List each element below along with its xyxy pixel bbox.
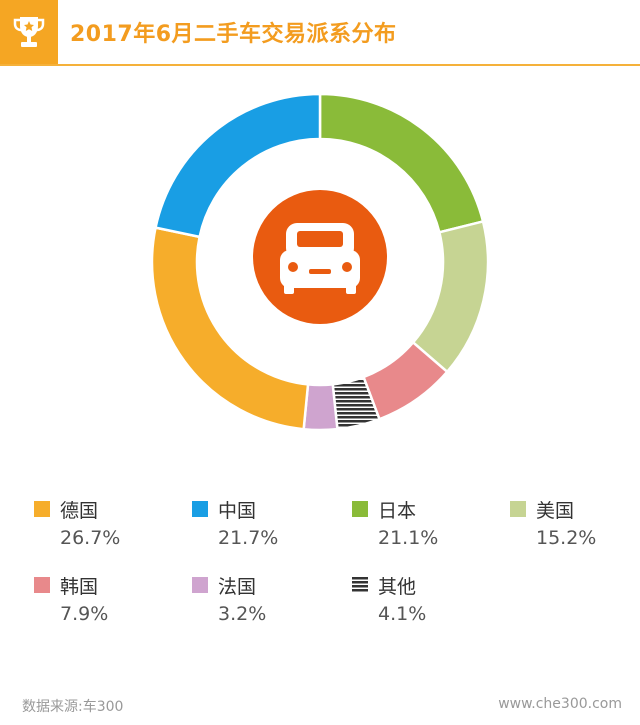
legend-item-china: 中国 21.7% bbox=[192, 495, 342, 555]
slice-法国 bbox=[302, 382, 339, 432]
legend-swatch-korea bbox=[34, 577, 50, 593]
legend-item-germany: 德国 26.7% bbox=[34, 495, 184, 555]
slice-美国 bbox=[411, 219, 490, 374]
legend-item-france: 法国 3.2% bbox=[192, 571, 342, 631]
legend-value-germany: 26.7% bbox=[60, 527, 121, 549]
trophy-icon bbox=[13, 17, 45, 47]
legend-label-japan: 日本 bbox=[378, 500, 417, 522]
donut-chart bbox=[150, 92, 490, 432]
legend-item-korea: 韩国 7.9% bbox=[34, 571, 184, 631]
site-url: www.che300.com bbox=[498, 696, 622, 712]
legend-swatch-japan bbox=[352, 501, 368, 517]
data-source: 数据来源:车300 bbox=[22, 699, 124, 715]
legend-label-france: 法国 bbox=[218, 576, 257, 598]
legend-value-other: 4.1% bbox=[378, 603, 427, 625]
legend-label-korea: 韩国 bbox=[60, 576, 99, 598]
header: 2017年6月二手车交易派系分布 bbox=[0, 0, 640, 66]
legend-label-other: 其他 bbox=[378, 576, 417, 598]
legend-label-china: 中国 bbox=[218, 500, 257, 522]
legend-value-usa: 15.2% bbox=[536, 527, 597, 549]
slice-中国 bbox=[154, 92, 322, 239]
legend-item-usa: 美国 15.2% bbox=[510, 495, 640, 555]
legend-value-japan: 21.1% bbox=[378, 527, 439, 549]
legend-item-other: 其他 4.1% bbox=[352, 571, 502, 631]
car-icon bbox=[253, 190, 387, 324]
legend-value-korea: 7.9% bbox=[60, 603, 109, 625]
legend-swatch-usa bbox=[510, 501, 526, 517]
legend-swatch-germany bbox=[34, 501, 50, 517]
legend-value-china: 21.7% bbox=[218, 527, 279, 549]
page-title: 2017年6月二手车交易派系分布 bbox=[70, 22, 397, 47]
header-badge bbox=[0, 0, 58, 64]
legend-swatch-france bbox=[192, 577, 208, 593]
legend-item-japan: 日本 21.1% bbox=[352, 495, 502, 555]
legend-swatch-china bbox=[192, 501, 208, 517]
legend-swatch-other bbox=[352, 577, 368, 593]
legend-value-france: 3.2% bbox=[218, 603, 267, 625]
legend-label-germany: 德国 bbox=[60, 500, 99, 522]
legend-label-usa: 美国 bbox=[536, 500, 575, 522]
